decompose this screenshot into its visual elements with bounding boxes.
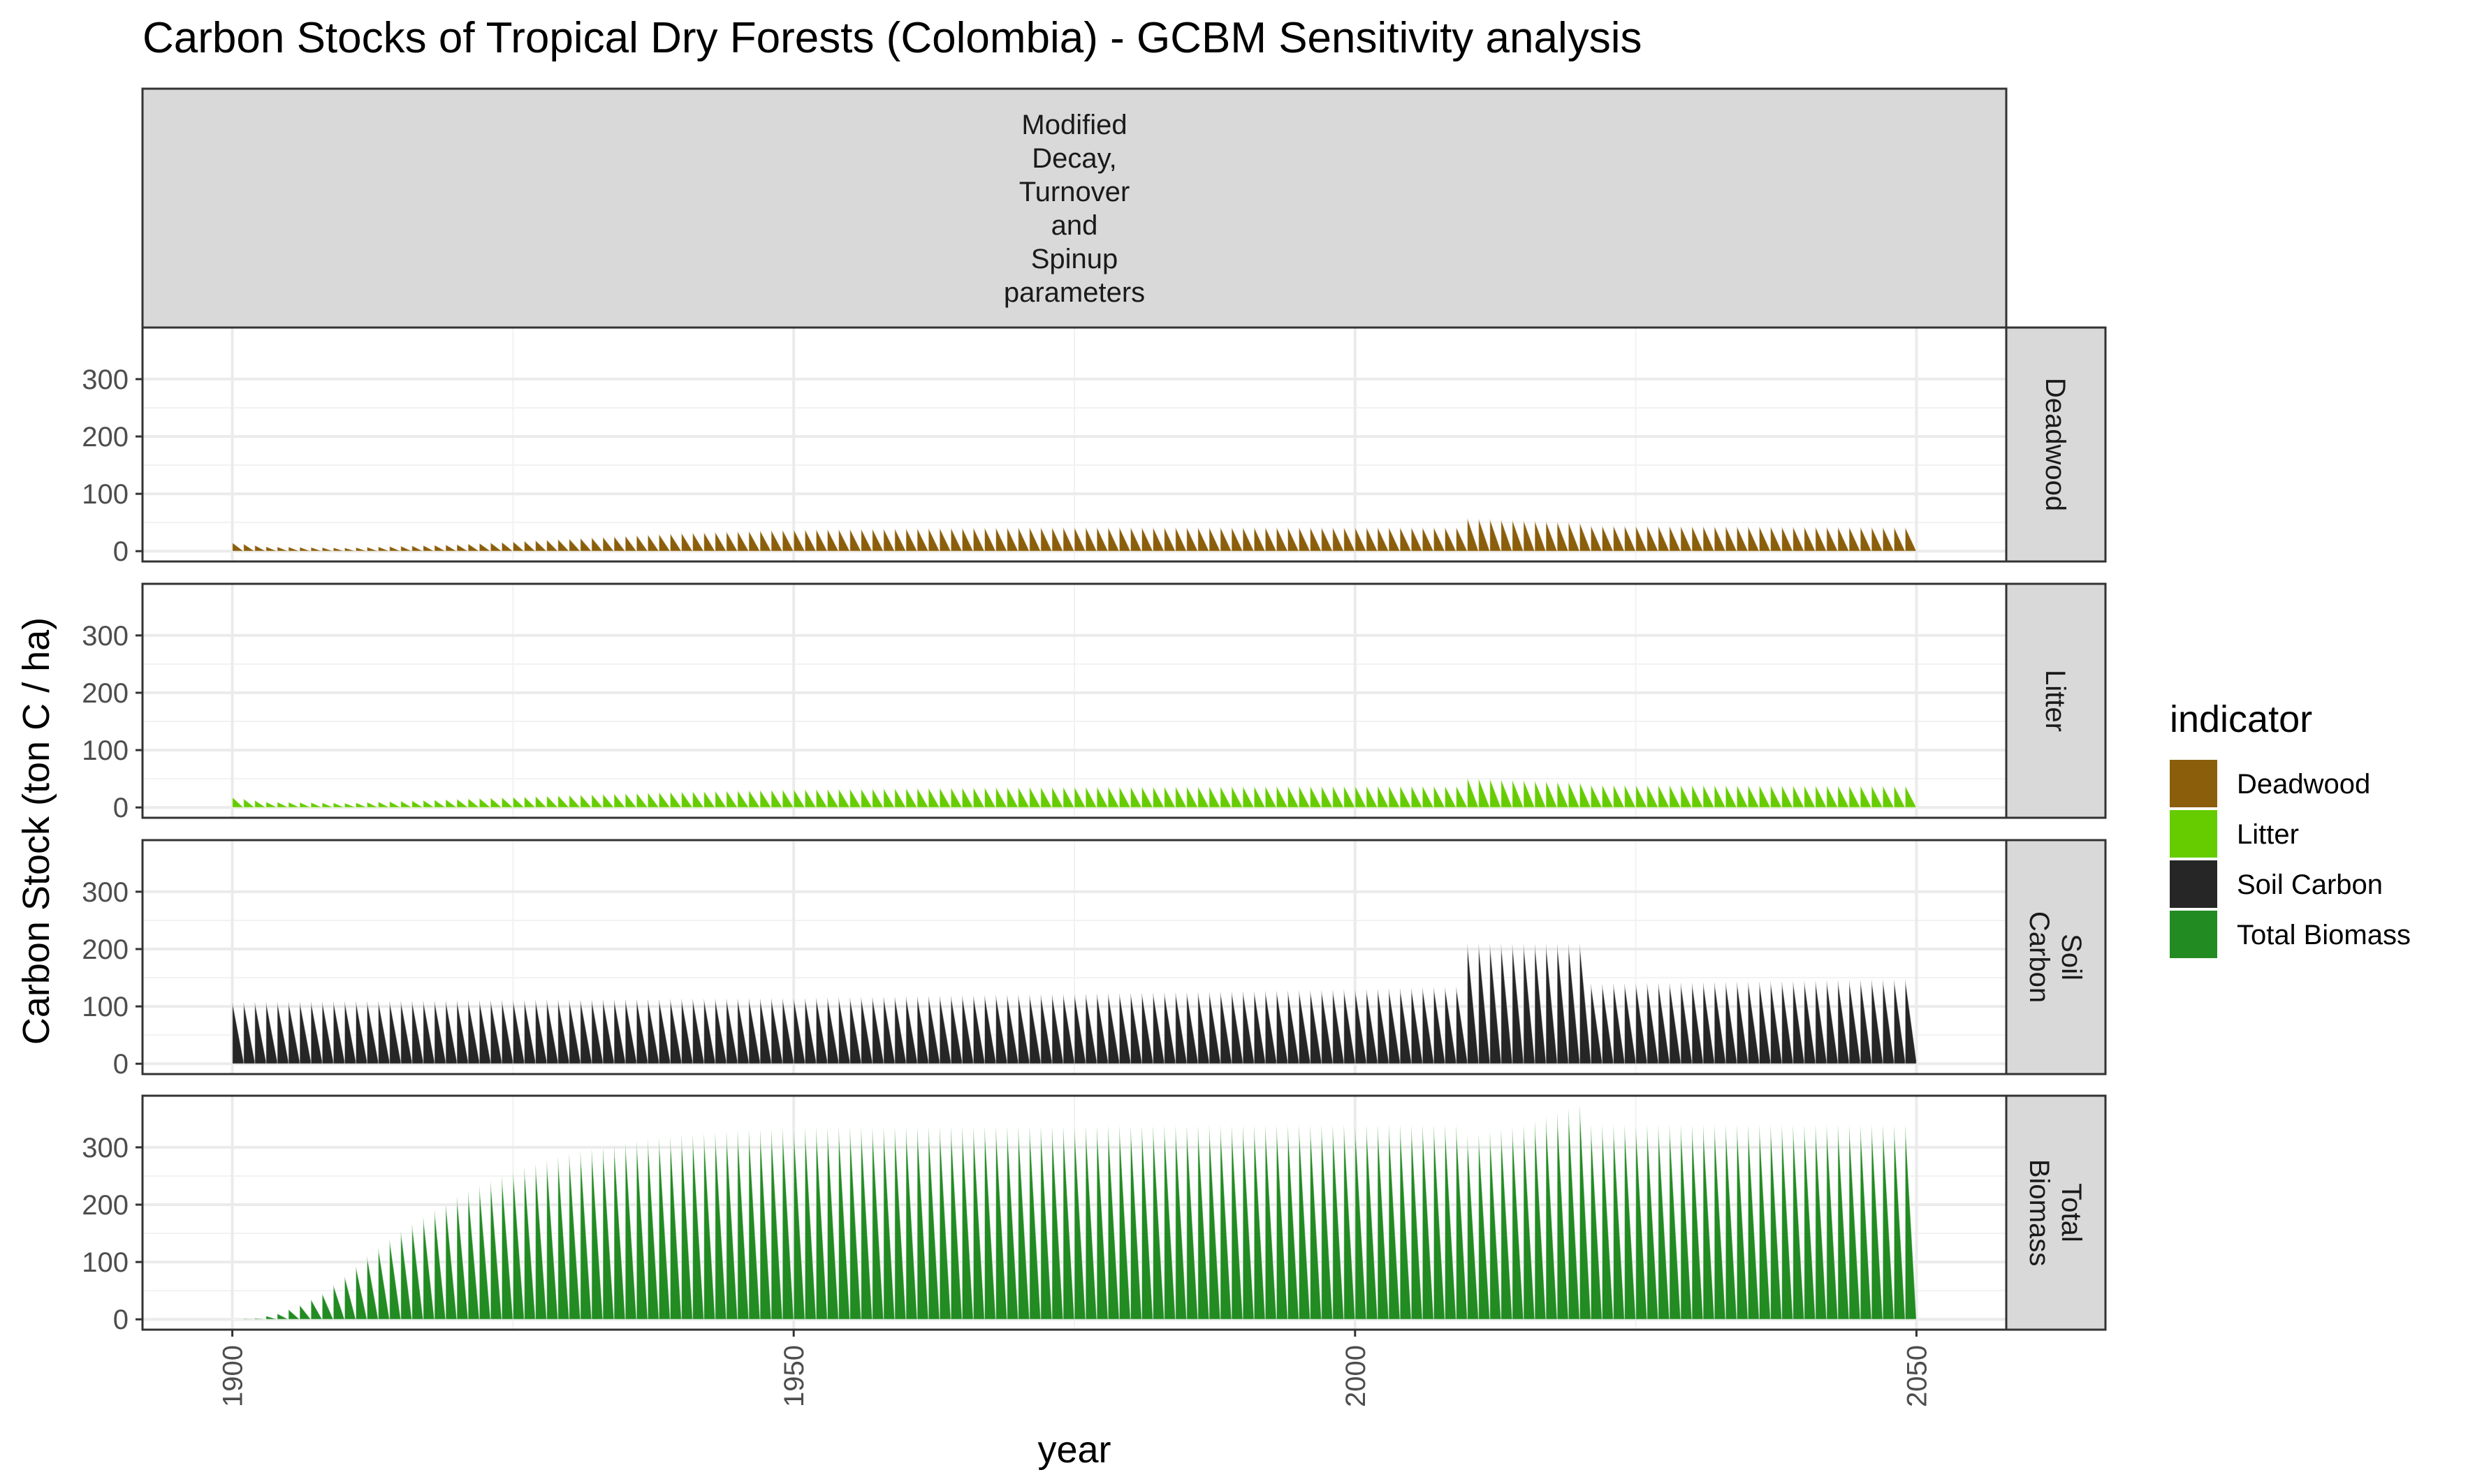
facet-row-label-line: Total [2056, 1183, 2087, 1242]
panel-deadwood: Deadwood 0 100 200 300 [82, 326, 2107, 567]
facet-row-label-line: Biomass [2024, 1159, 2054, 1266]
y-tick-label: 100 [82, 735, 129, 766]
series-area-litter [232, 777, 1918, 808]
facet-row-strip [2005, 582, 2107, 819]
y-axis-title: Carbon Stock (ton C / ha) [15, 617, 57, 1045]
facet-row-label-line: Litter [2040, 670, 2071, 732]
chart-title: Carbon Stocks of Tropical Dry Forests (C… [143, 14, 1642, 62]
y-tick-label: 100 [82, 479, 129, 510]
series-area-deadwood [232, 517, 1918, 552]
facet-row-strip [2005, 839, 2107, 1075]
legend-key-soil-carbon [2170, 860, 2217, 908]
legend-key-total-biomass [2170, 911, 2217, 958]
facet-row-strip [2005, 1094, 2107, 1331]
legend-label: Soil Carbon [2237, 869, 2383, 900]
y-tick-label: 0 [113, 1305, 129, 1335]
x-tick-label: 1950 [779, 1345, 810, 1407]
facet-column-label-line: parameters [1004, 277, 1145, 308]
legend-label: Litter [2237, 819, 2299, 850]
facet-row-label: Litter [2040, 670, 2071, 732]
facet-column-label-line: Modified [1021, 110, 1127, 140]
y-tick-label: 300 [82, 877, 129, 908]
facet-row-strip [2005, 326, 2107, 563]
y-tick-label: 100 [82, 1247, 129, 1278]
facet-row-label-line: Deadwood [2040, 378, 2071, 511]
legend-label: Total Biomass [2237, 920, 2411, 950]
x-tick-label: 2000 [1341, 1345, 1371, 1407]
facet-row-label: SoilCarbon [2024, 911, 2087, 1003]
panel-soil-carbon: SoilCarbon 0 100 200 300 [82, 839, 2107, 1080]
y-tick-label: 200 [82, 678, 129, 709]
panel-total-biomass: TotalBiomass 0 100 200 300 [82, 1094, 2107, 1335]
y-tick-label: 300 [82, 1133, 129, 1163]
facet-column-label-line: Spinup [1031, 244, 1118, 274]
y-tick-label: 200 [82, 422, 129, 453]
y-tick-label: 300 [82, 365, 129, 395]
x-axis: 1900 1950 2000 2050 [218, 1330, 1932, 1407]
y-tick-label: 100 [82, 992, 129, 1022]
y-tick-label: 300 [82, 621, 129, 652]
y-tick-label: 0 [113, 536, 129, 567]
series-area-soil-carbon [232, 943, 1917, 1064]
facet-panels: Deadwood0100200300Litter0100200300SoilCa… [82, 326, 2107, 1335]
y-tick-label: 0 [113, 793, 129, 823]
panel-litter: Litter 0 100 200 300 [82, 582, 2107, 823]
legend-key-deadwood [2170, 760, 2217, 807]
legend-key-litter [2170, 810, 2217, 858]
facet-row-label: TotalBiomass [2024, 1159, 2087, 1266]
facet-row-label: Deadwood [2040, 378, 2071, 511]
x-tick-label: 2050 [1901, 1345, 1932, 1407]
legend-title: indicator [2170, 698, 2312, 740]
facet-row-label-line: Soil [2056, 934, 2087, 980]
y-tick-label: 0 [113, 1049, 129, 1080]
facet-column-label-line: Turnover [1019, 177, 1130, 207]
facet-column-label: Modified Decay, Turnover and Spinup parameter… [1004, 110, 1145, 308]
legend: indicator Deadwood Litter Soil Carbon Total… [2170, 698, 2411, 958]
facet-column-strip: Modified Decay, Turnover and Spinup parameter… [141, 87, 2008, 329]
y-tick-label: 200 [82, 934, 129, 965]
facet-column-label-line: and [1051, 210, 1098, 241]
x-axis-title: year [1037, 1429, 1111, 1471]
facet-row-label-line: Carbon [2024, 911, 2054, 1003]
y-tick-label: 200 [82, 1190, 129, 1221]
x-tick-label: 1900 [218, 1345, 249, 1407]
facet-column-label-line: Decay, [1032, 143, 1117, 174]
legend-label: Deadwood [2237, 769, 2370, 800]
series-area-total-biomass [232, 1104, 1918, 1320]
